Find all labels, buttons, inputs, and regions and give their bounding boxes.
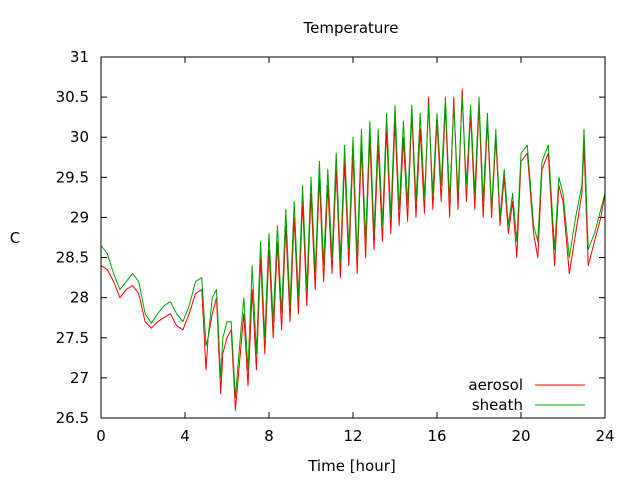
y-tick-label: 29 xyxy=(70,208,89,226)
legend-label-sheath: sheath xyxy=(472,396,523,414)
y-tick-label: 30 xyxy=(70,128,89,146)
x-tick-label: 16 xyxy=(427,427,446,445)
chart-title: Temperature xyxy=(302,19,398,37)
x-tick-label: 8 xyxy=(264,427,274,445)
y-tick-label: 26.5 xyxy=(56,409,89,427)
y-axis-label: C xyxy=(10,229,20,247)
y-tick-label: 29.5 xyxy=(56,168,89,186)
x-tick-label: 0 xyxy=(96,427,106,445)
x-axis-label: Time [hour] xyxy=(307,457,396,475)
y-tick-label: 28.5 xyxy=(56,249,89,267)
y-tick-label: 31 xyxy=(70,48,89,66)
legend-label-aerosol: aerosol xyxy=(468,376,523,394)
plot-frame xyxy=(100,56,606,419)
series-group xyxy=(100,88,606,411)
y-tick-label: 30.5 xyxy=(56,88,89,106)
y-tick-label: 27 xyxy=(70,369,89,387)
x-tick-label: 12 xyxy=(343,427,362,445)
axis-ticks: 0 4 8 12 16 20 24 26.5 27 27.5 28 28.5 29 29.5 30 30.5 3… xyxy=(56,48,615,445)
x-tick-label: 4 xyxy=(180,427,190,445)
series-line-sheath xyxy=(100,96,606,399)
y-tick-label: 27.5 xyxy=(56,329,89,347)
legend: aerosol sheath xyxy=(468,376,585,414)
y-tick-label: 28 xyxy=(70,289,89,307)
x-tick-label: 20 xyxy=(511,427,530,445)
x-tick-label: 24 xyxy=(595,427,614,445)
